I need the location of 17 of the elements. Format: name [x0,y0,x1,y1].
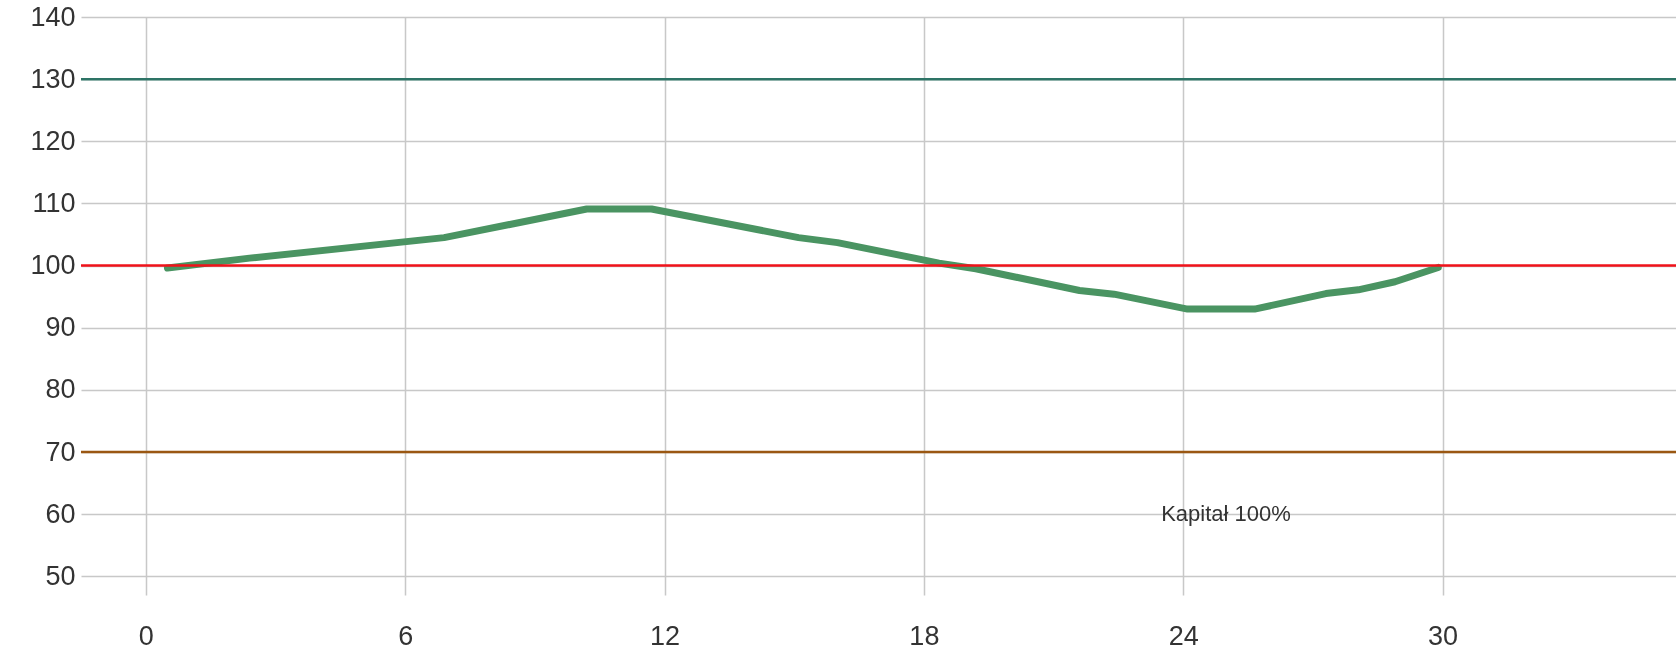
y-tick-label: 90 [45,312,76,343]
x-tick-label: 30 [1428,620,1459,651]
y-tick-label: 140 [30,1,76,32]
y-tick-label: 70 [45,436,76,467]
x-tick-label: 12 [650,620,681,651]
x-tick-label: 24 [1168,620,1199,651]
x-tick-label: 6 [398,620,414,651]
y-tick-label: 60 [45,498,76,529]
y-tick-label: 130 [30,63,76,94]
y-tick-label: 50 [45,560,76,591]
y-tick-label: 100 [30,250,76,281]
y-tick-label: 110 [32,187,76,218]
x-tick-label: 18 [909,620,940,651]
annotation: Kapitał 100% [1161,501,1291,526]
y-tick-label: 120 [30,125,76,156]
y-tick-label: 80 [45,374,76,405]
x-tick-label: 0 [138,620,154,651]
